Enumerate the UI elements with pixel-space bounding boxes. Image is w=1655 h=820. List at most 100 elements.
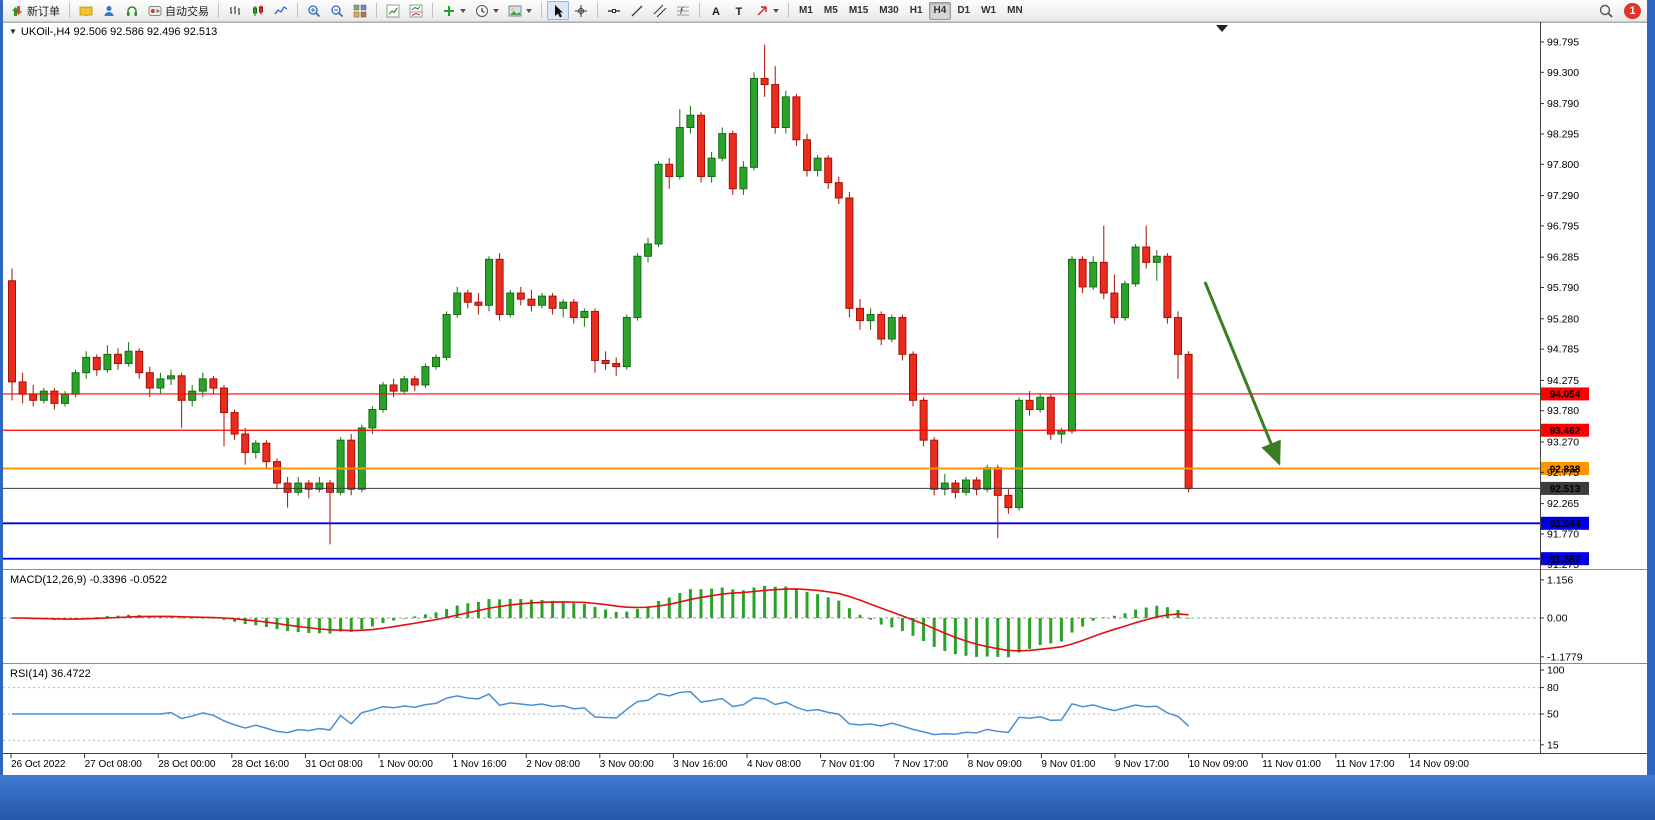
channel-button[interactable] xyxy=(649,1,671,20)
toolbar-separator xyxy=(788,3,789,18)
timeframe-m30-button[interactable]: M30 xyxy=(874,2,903,20)
svg-text:A: A xyxy=(712,6,720,18)
candlestick-chart-button[interactable] xyxy=(247,1,269,20)
text-button[interactable]: T xyxy=(728,1,750,20)
svg-text:8 Nov 09:00: 8 Nov 09:00 xyxy=(968,759,1022,770)
toolbar-separator xyxy=(297,3,298,18)
toolbar-separator xyxy=(699,3,700,18)
price-level-badge xyxy=(1541,552,1589,566)
fibonacci-button[interactable]: f xyxy=(672,1,694,20)
zoom-in-button[interactable] xyxy=(303,1,325,20)
cursor-button[interactable] xyxy=(547,1,569,20)
svg-text:91.770: 91.770 xyxy=(1547,528,1579,540)
svg-text:f: f xyxy=(680,6,684,16)
arrows-tool-button[interactable] xyxy=(751,1,783,20)
chart-canvas[interactable]: 94.05493.46292.83892.51391.94491.36799.7… xyxy=(3,22,1647,775)
sound-button[interactable] xyxy=(121,1,143,20)
svg-text:97.290: 97.290 xyxy=(1547,190,1579,202)
svg-text:11 Nov 01:00: 11 Nov 01:00 xyxy=(1262,759,1321,770)
timeframe-h4-button[interactable]: H4 xyxy=(928,1,952,20)
chart-window-icon xyxy=(409,4,423,18)
chart-bars-icon xyxy=(228,4,242,18)
svg-text:50: 50 xyxy=(1547,709,1559,721)
market-watch-button[interactable] xyxy=(75,1,97,20)
svg-text:91.367: 91.367 xyxy=(1550,554,1581,565)
svg-text:26 Oct 2022: 26 Oct 2022 xyxy=(11,759,66,770)
toolbar-right: 1 xyxy=(1595,1,1641,20)
svg-text:92.265: 92.265 xyxy=(1547,498,1579,510)
new-order-button[interactable]: 新订单 xyxy=(6,1,64,20)
zoom-out-button[interactable] xyxy=(326,1,348,20)
hline-icon xyxy=(607,4,621,18)
line-chart-button[interactable] xyxy=(270,1,292,20)
scroll-to-end-icon[interactable] xyxy=(1216,25,1228,32)
svg-text:15: 15 xyxy=(1547,739,1559,751)
bar-chart-button[interactable] xyxy=(224,1,246,20)
horizontal-line-button[interactable] xyxy=(603,1,625,20)
svg-text:98.295: 98.295 xyxy=(1547,128,1579,140)
user-icon xyxy=(102,4,116,18)
svg-text:1 Nov 00:00: 1 Nov 00:00 xyxy=(379,759,433,770)
horizontal-lines[interactable]: 94.054 93.462 92.838 92.513 91.944 91.367 xyxy=(3,387,1589,565)
clock-icon xyxy=(475,4,489,18)
trend-arrow-annotation[interactable] xyxy=(1203,281,1281,466)
svg-text:96.285: 96.285 xyxy=(1547,252,1579,264)
periods-button[interactable] xyxy=(471,1,503,20)
indicator-windows-button[interactable] xyxy=(405,1,427,20)
notification-badge[interactable]: 1 xyxy=(1624,2,1641,19)
svg-text:97.800: 97.800 xyxy=(1547,159,1579,171)
timeframe-d1-button[interactable]: D1 xyxy=(952,2,975,20)
templates-button[interactable] xyxy=(504,1,536,20)
plus-green-icon xyxy=(442,4,456,18)
price-level-badge xyxy=(1541,481,1589,495)
timeframe-m1-button[interactable]: M1 xyxy=(794,2,818,20)
timeframe-w1-button[interactable]: W1 xyxy=(976,2,1001,20)
chart-title-text: UKOil-,H4 92.506 92.586 92.496 92.513 xyxy=(20,26,218,38)
time-axis[interactable]: 26 Oct 2022 27 Oct 08:00 28 Oct 00:00 28 Oc… xyxy=(10,753,1469,770)
svg-text:100: 100 xyxy=(1547,665,1565,677)
arrows-icon xyxy=(755,4,769,18)
tile-icon xyxy=(353,4,367,18)
svg-text:93.462: 93.462 xyxy=(1550,426,1581,437)
toolbar: 新订单 自动交易 f A T M1 M5 M15 M30 H1 H4 D1 W1 MN 1 xyxy=(3,0,1647,22)
chart-line-icon xyxy=(274,4,288,18)
svg-text:92.838: 92.838 xyxy=(1550,464,1581,475)
window-border-right-scrollbar[interactable] xyxy=(1647,0,1655,820)
sound-icon xyxy=(125,4,139,18)
svg-text:7 Nov 17:00: 7 Nov 17:00 xyxy=(894,759,948,770)
timeframe-mn-button[interactable]: MN xyxy=(1002,2,1028,20)
autotrade-icon xyxy=(148,4,162,18)
cursor-icon xyxy=(551,4,565,18)
svg-text:3 Nov 00:00: 3 Nov 00:00 xyxy=(600,759,654,770)
crosshair-button[interactable] xyxy=(570,1,592,20)
fibo-icon: f xyxy=(676,4,690,18)
rsi-line xyxy=(12,690,1190,736)
svg-text:1.156: 1.156 xyxy=(1547,574,1573,586)
chart-window[interactable]: 94.054 93.462 92.838 92.513 91.944 91.367 99.7… xyxy=(3,22,1647,775)
timeframe-m15-button[interactable]: M15 xyxy=(844,2,873,20)
text-label-button[interactable]: A xyxy=(705,1,727,20)
svg-text:94.785: 94.785 xyxy=(1547,344,1579,356)
toolbar-separator xyxy=(597,3,598,18)
new-order-icon xyxy=(10,4,24,18)
add-indicator-button[interactable] xyxy=(438,1,470,20)
chart-title: ▼ UKOil-,H4 92.506 92.586 92.496 92.513 xyxy=(9,26,217,38)
svg-text:0.00: 0.00 xyxy=(1547,613,1568,625)
symbol-dropdown-icon[interactable]: ▼ xyxy=(9,27,17,36)
search-button[interactable] xyxy=(1595,1,1617,20)
svg-text:91.275: 91.275 xyxy=(1547,559,1579,571)
timeframe-h1-button[interactable]: H1 xyxy=(905,2,928,20)
toolbar-separator xyxy=(432,3,433,18)
trendline-button[interactable] xyxy=(626,1,648,20)
toolbar-separator xyxy=(376,3,377,18)
svg-text:27 Oct 08:00: 27 Oct 08:00 xyxy=(85,759,143,770)
toolbar-buttons: 新订单 自动交易 f A T M1 M5 M15 M30 H1 H4 D1 W1 MN xyxy=(6,1,1028,20)
timeframe-m5-button[interactable]: M5 xyxy=(819,2,843,20)
svg-text:-1.1779: -1.1779 xyxy=(1547,651,1583,663)
autotrading-button[interactable]: 自动交易 xyxy=(144,1,213,20)
indicators-button[interactable] xyxy=(382,1,404,20)
svg-text:92.775: 92.775 xyxy=(1547,467,1579,479)
tile-windows-button[interactable] xyxy=(349,1,371,20)
price-axis[interactable]: 99.795 99.300 98.790 98.295 97.800 97.290 96.7… xyxy=(1540,36,1579,571)
data-window-button[interactable] xyxy=(98,1,120,20)
